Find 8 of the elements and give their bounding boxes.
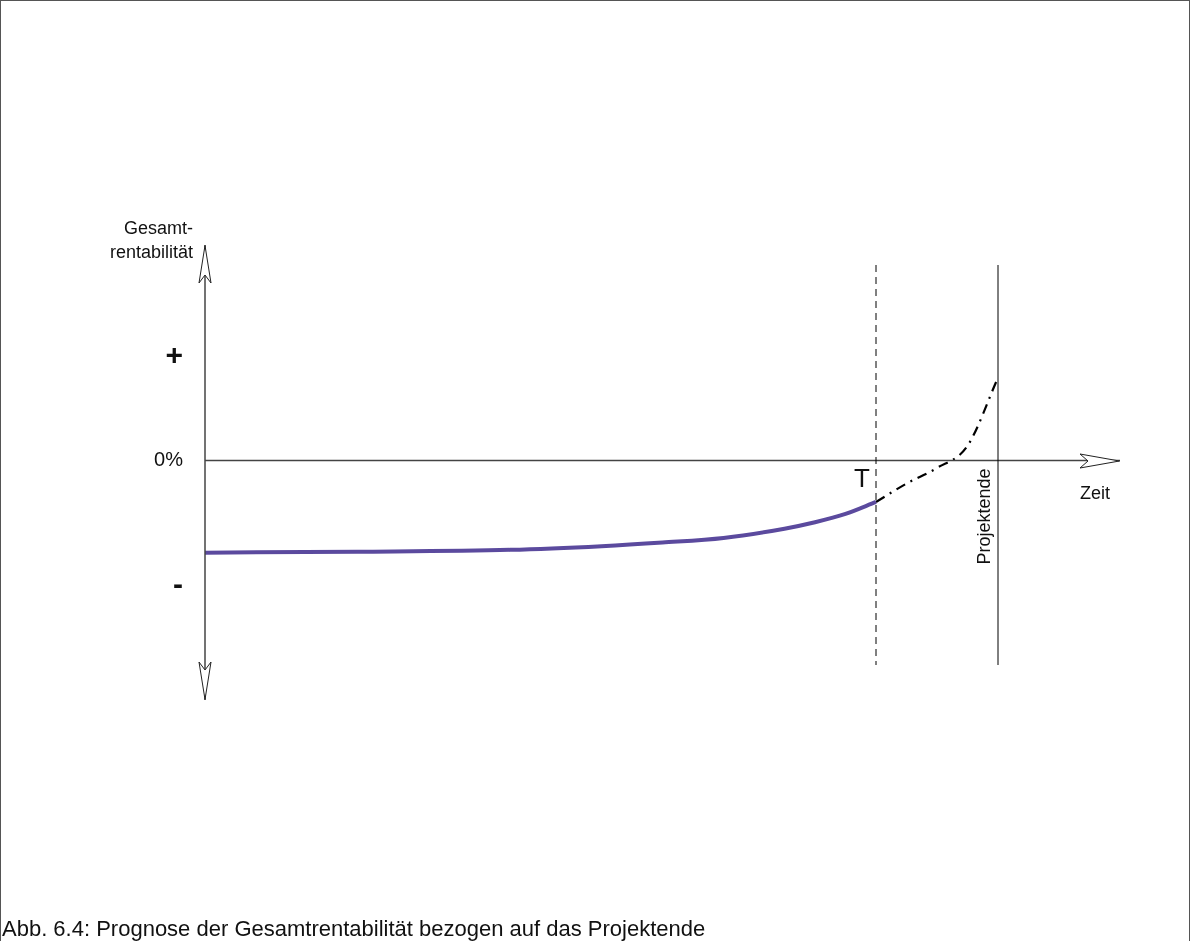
text: Gesamt-rentabilität xyxy=(109,217,193,262)
text: Abb. 6.4: Prognose der Gesamtrentabilität bezogen auf das Projektende xyxy=(2,916,706,942)
x-axis-title: Zeit xyxy=(1080,483,1111,504)
x-tick-label: T xyxy=(854,462,871,493)
x-tick-label: Projektende xyxy=(973,468,994,565)
text: 0% xyxy=(154,448,184,471)
text: - xyxy=(173,567,183,601)
text: + xyxy=(165,337,183,371)
